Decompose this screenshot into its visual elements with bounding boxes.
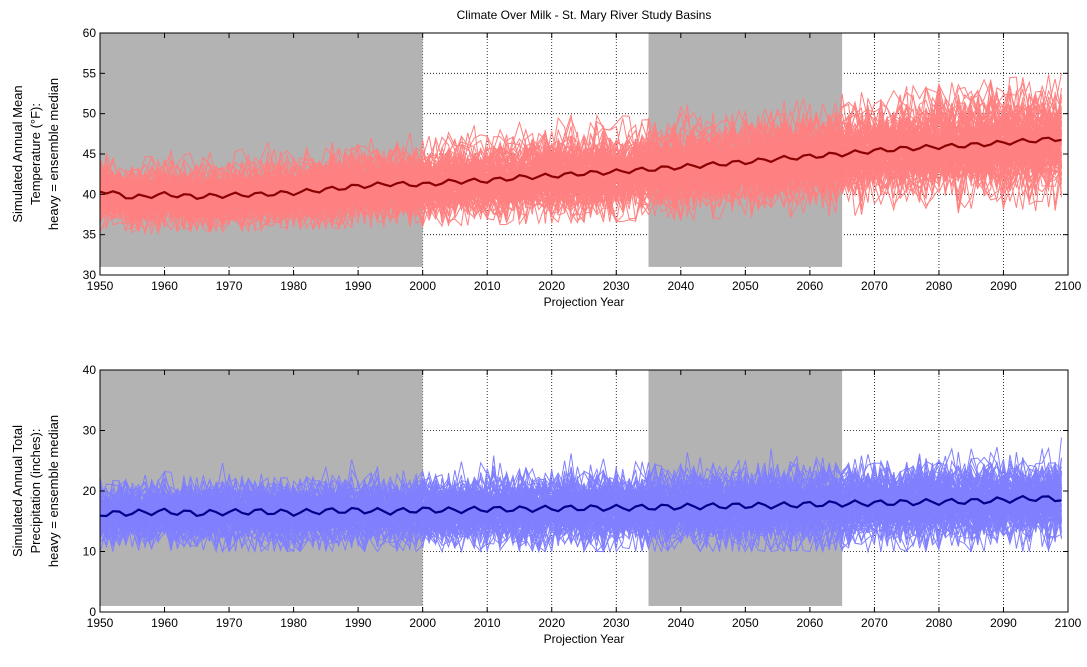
temperature-panel: 1950 1960 1970 1980 1990 2000 2010 2020 2030 2040… [10, 26, 1082, 309]
x-tick-label: 2080 [926, 279, 953, 293]
ensemble-series-line [99, 467, 1062, 544]
x-tick-label: 2050 [732, 616, 759, 630]
ensemble-series-line [99, 478, 1062, 550]
x-tick-label: 2010 [474, 616, 501, 630]
precipitation-panel: 1950 1960 1970 1980 1990 2000 2010 2020 2030 2040… [10, 363, 1082, 646]
y-tick-label: 30 [83, 424, 97, 438]
ensemble-members [99, 73, 1062, 236]
x-tick-label: 1980 [280, 279, 307, 293]
x-tick-label: 1970 [216, 279, 243, 293]
y-tick-label: 45 [83, 147, 97, 161]
chart-title: Climate Over Milk - St. Mary River Study… [457, 8, 712, 22]
y-tick-label: 40 [83, 187, 97, 201]
y-axis-label: Precipitation (inches): [28, 429, 43, 554]
x-tick-label: 1980 [280, 616, 307, 630]
ensemble-series-line [99, 125, 1062, 231]
x-tick-label: 2030 [603, 616, 630, 630]
ensemble-series-line [99, 471, 1062, 553]
x-tick-label: 2040 [667, 616, 694, 630]
y-tick-label: 60 [83, 26, 97, 40]
x-axis-label: Projection Year [544, 632, 625, 646]
y-axis-label: Simulated Annual Mean [10, 85, 25, 222]
ensemble-series-line [99, 482, 1062, 554]
y-tick-label: 35 [83, 228, 97, 242]
y-tick-label: 50 [83, 107, 97, 121]
x-tick-label: 2080 [926, 616, 953, 630]
x-tick-label: 2010 [474, 279, 501, 293]
y-tick-label: 55 [83, 66, 97, 80]
ensemble-members [99, 437, 1062, 554]
y-tick-label: 40 [83, 363, 97, 377]
y-tick-label: 10 [83, 545, 97, 559]
y-axis-label: Temperature (°F): [28, 103, 43, 205]
x-tick-label: 1970 [216, 616, 243, 630]
x-tick-label: 2060 [797, 279, 824, 293]
x-tick-label: 2050 [732, 279, 759, 293]
ensemble-series-line [99, 94, 1062, 216]
ensemble-series-line [99, 476, 1062, 547]
x-tick-label: 2020 [538, 279, 565, 293]
x-tick-label: 2030 [603, 279, 630, 293]
x-tick-label: 2000 [409, 616, 436, 630]
ensemble-median-line [99, 494, 1062, 518]
x-tick-label: 1950 [87, 616, 114, 630]
x-tick-label: 2100 [1055, 279, 1082, 293]
y-axis-label: heavy = ensemble median [46, 78, 61, 230]
x-tick-label: 1990 [345, 616, 372, 630]
ensemble-median-line [99, 136, 1062, 200]
ensemble-series-line [99, 141, 1062, 230]
y-axis-label: Simulated Annual Total [10, 425, 25, 557]
x-tick-label: 2070 [861, 279, 888, 293]
x-tick-label: 2100 [1055, 616, 1082, 630]
x-tick-label: 2090 [990, 279, 1017, 293]
x-tick-label: 2000 [409, 279, 436, 293]
y-axis-label: heavy = ensemble median [46, 415, 61, 567]
x-tick-label: 2020 [538, 616, 565, 630]
ensemble-series-line [99, 462, 1062, 549]
x-tick-label: 2060 [797, 616, 824, 630]
x-tick-label: 1960 [151, 279, 178, 293]
x-axis-label: Projection Year [544, 295, 625, 309]
ensemble-series-line [99, 104, 1062, 231]
x-tick-label: 1960 [151, 616, 178, 630]
x-tick-label: 1990 [345, 279, 372, 293]
ensemble-series-line [99, 95, 1062, 215]
y-tick-label: 30 [83, 268, 97, 282]
ensemble-series-line [99, 89, 1062, 214]
x-tick-label: 1950 [87, 279, 114, 293]
x-tick-label: 2040 [667, 279, 694, 293]
x-tick-label: 2070 [861, 616, 888, 630]
y-tick-label: 0 [89, 605, 96, 619]
x-tick-label: 2090 [990, 616, 1017, 630]
y-tick-label: 20 [83, 484, 97, 498]
